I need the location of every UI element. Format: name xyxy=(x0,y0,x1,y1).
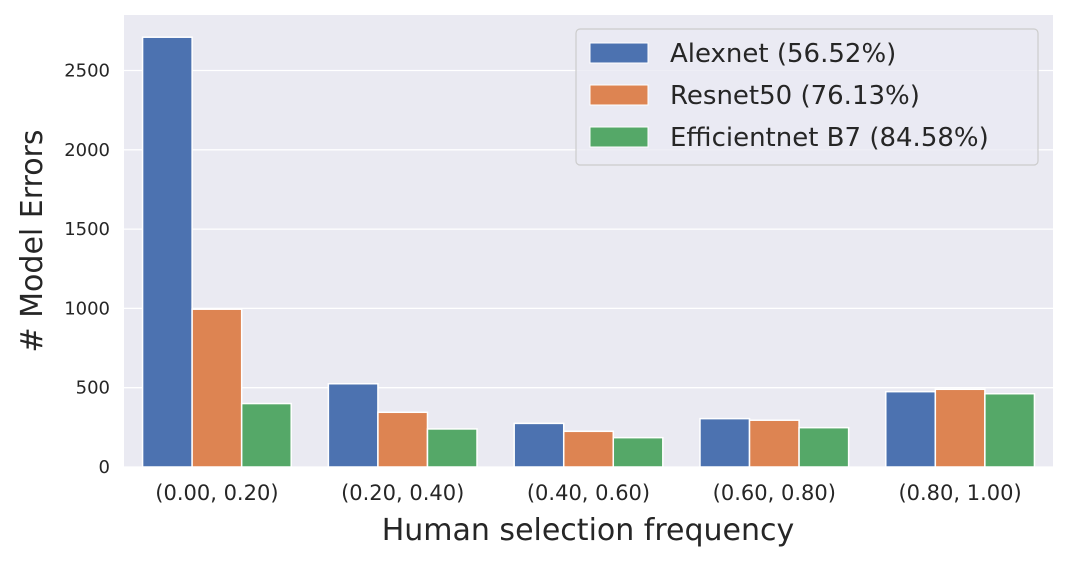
x-tick-label: (0.20, 0.40) xyxy=(341,481,464,505)
legend-swatch xyxy=(589,42,649,64)
y-tick-label: 1000 xyxy=(64,298,110,319)
x-tick-label: (0.60, 0.80) xyxy=(713,481,836,505)
legend-box xyxy=(575,28,1039,166)
y-tick-labels: 0 500 1000 1500 2000 2500 xyxy=(64,61,110,478)
y-tick-label: 1500 xyxy=(64,219,110,240)
y-tick-label: 2500 xyxy=(64,61,110,82)
bar xyxy=(984,392,1036,468)
bar xyxy=(377,411,429,468)
bar xyxy=(798,426,850,468)
x-tick-label: (0.00, 0.20) xyxy=(155,481,278,505)
bar xyxy=(327,382,379,468)
bar xyxy=(240,402,292,468)
bar xyxy=(191,308,243,468)
legend-swatch xyxy=(589,84,649,106)
y-tick-label: 0 xyxy=(99,457,110,478)
x-axis-label: Human selection frequency xyxy=(382,513,795,548)
legend-label: Efficientnet B7 (84.58%) xyxy=(670,123,989,153)
bar xyxy=(141,36,193,468)
bars xyxy=(141,36,1036,468)
y-tick-label: 2000 xyxy=(64,140,110,161)
legend-label: Resnet50 (76.13%) xyxy=(670,81,920,111)
x-tick-label: (0.40, 0.60) xyxy=(527,481,650,505)
bar xyxy=(934,388,986,468)
bar xyxy=(748,419,800,468)
legend: Alexnet (56.52%) Resnet50 (76.13%) Efficie… xyxy=(575,28,1039,166)
bar xyxy=(426,428,478,468)
bar xyxy=(699,417,751,468)
bar xyxy=(612,436,664,468)
x-tick-labels: (0.00, 0.20) (0.20, 0.40) (0.40, 0.60) (0.6… xyxy=(155,481,1021,505)
x-tick-label: (0.80, 1.00) xyxy=(898,481,1021,505)
legend-label: Alexnet (56.52%) xyxy=(670,39,896,69)
bar xyxy=(513,422,565,468)
bar xyxy=(562,430,615,468)
y-tick-label: 500 xyxy=(76,378,110,399)
y-axis-label: # Model Errors xyxy=(15,129,50,352)
legend-swatch xyxy=(589,126,649,148)
bar xyxy=(885,390,937,468)
